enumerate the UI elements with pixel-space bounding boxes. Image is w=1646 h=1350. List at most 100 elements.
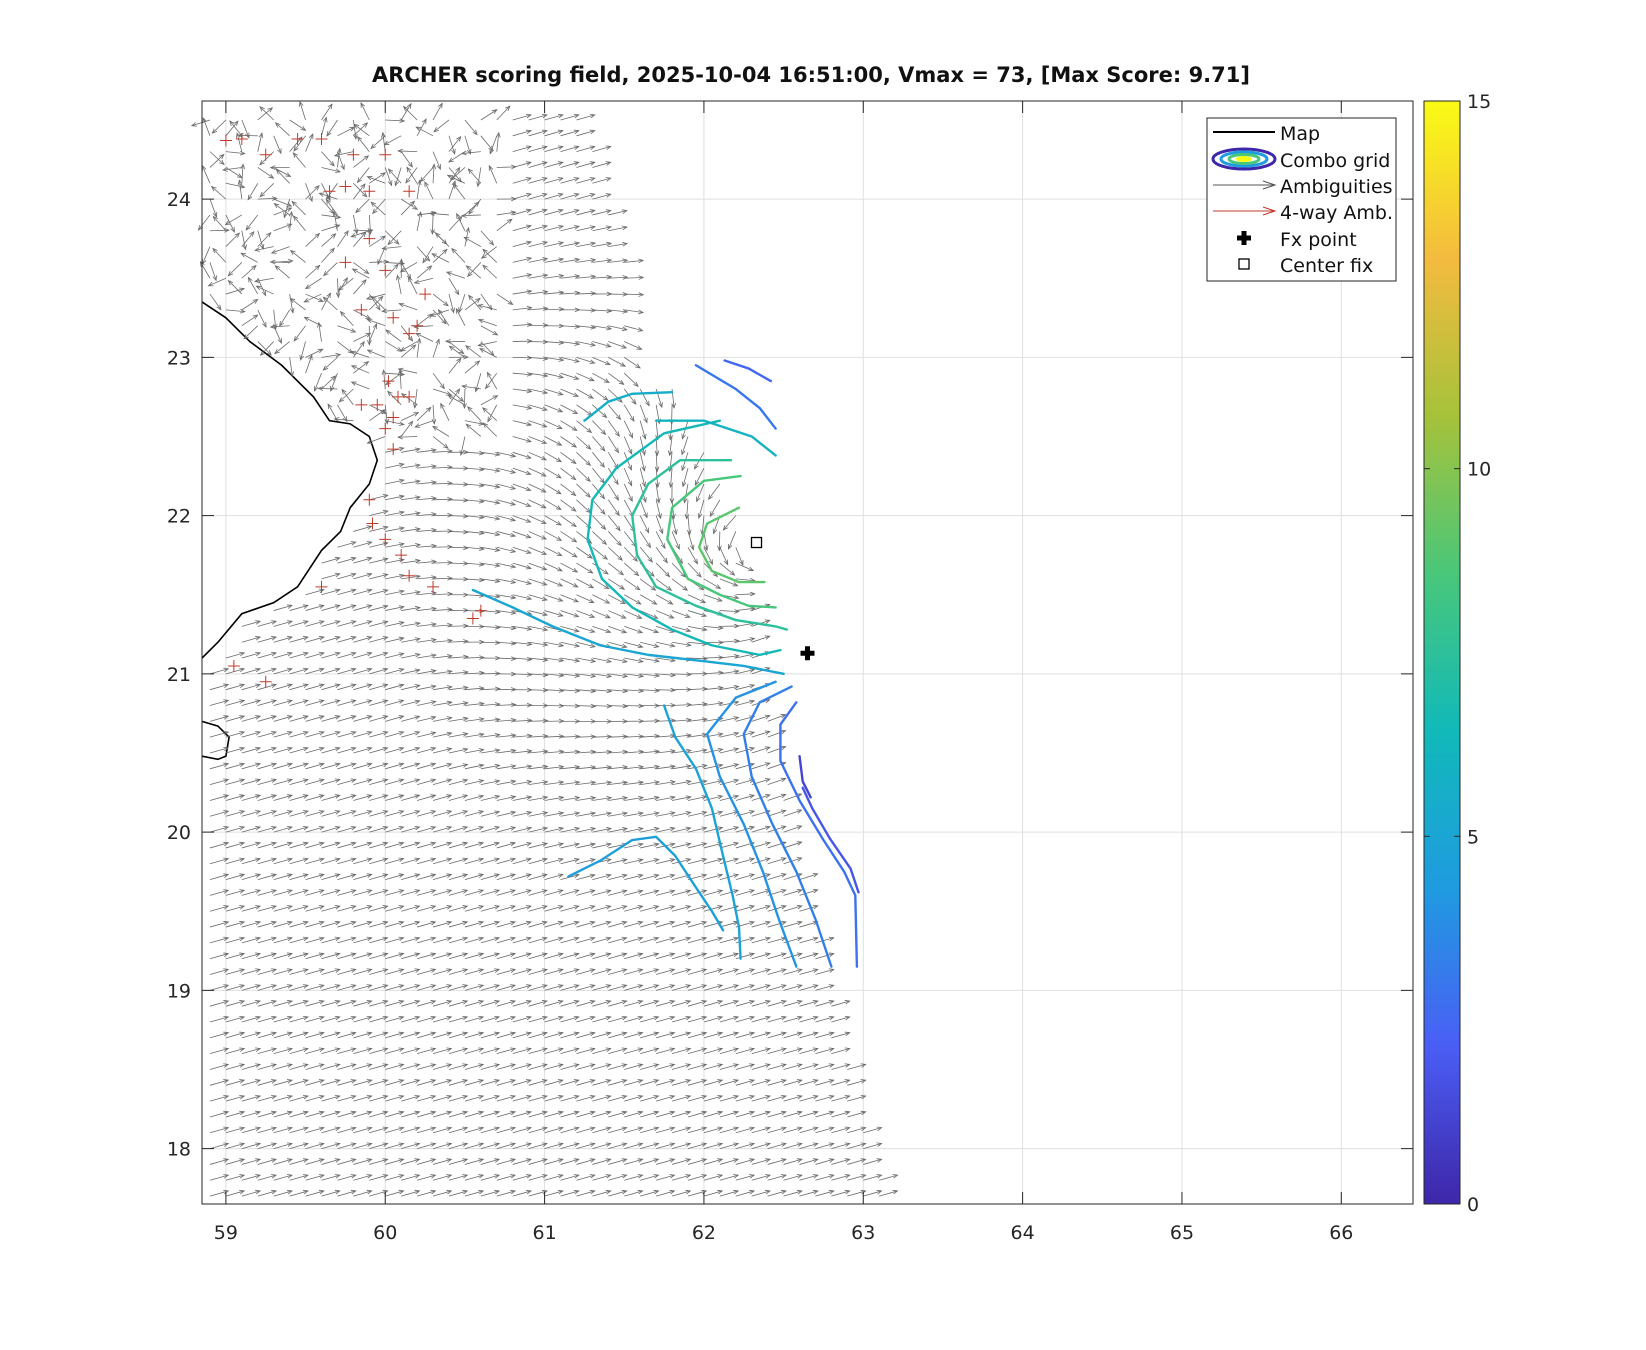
wind-vector: [719, 716, 740, 722]
wind-vector: [241, 746, 262, 754]
wind-vector: [401, 495, 421, 501]
wind-vector: [225, 873, 246, 880]
wind-vector: [655, 531, 666, 550]
wind-vector: [767, 1158, 787, 1165]
wind-vector: [783, 1189, 803, 1197]
wind-vector: [448, 529, 469, 535]
wind-vector: [767, 777, 787, 786]
wind-vector: [719, 654, 740, 659]
wind-vector: [624, 1126, 644, 1134]
wind-vector: [687, 1015, 708, 1023]
wind-vector: [305, 1031, 325, 1039]
wind-vector: [576, 1047, 596, 1055]
wind-vector: [289, 730, 309, 738]
coastline-segment: [201, 720, 230, 761]
wind-vector: [799, 1015, 819, 1023]
wind-vector: [273, 841, 293, 849]
wind-vector: [815, 1174, 835, 1181]
wind-vector: [241, 825, 262, 833]
wind-vector: [480, 499, 501, 505]
wind-vector: [417, 1015, 437, 1023]
wind-vector: [241, 1079, 262, 1086]
wind-vector: [321, 1015, 341, 1023]
wind-vector: [799, 1000, 819, 1007]
wind-vector: [783, 889, 803, 896]
wind-vector: [687, 1126, 708, 1134]
wind-vector: [401, 968, 421, 975]
wind-vector: [671, 1031, 692, 1039]
wind-vector: [464, 732, 485, 738]
wind-vector: [448, 1000, 469, 1007]
wind-vector: [576, 1142, 596, 1149]
wind-vector: [656, 905, 676, 912]
wind-vector: [273, 636, 293, 643]
wind-vector: [847, 1110, 867, 1118]
wind-vector: [432, 825, 453, 833]
wind-vector: [783, 1174, 803, 1181]
wind-vector: [639, 499, 648, 519]
wind-vector: [496, 499, 517, 506]
wind-vector: [432, 669, 453, 675]
wind-vector: [687, 920, 708, 928]
wind-vector: [576, 626, 596, 633]
wind-vector: [815, 1079, 835, 1086]
wind-vector: [719, 731, 740, 738]
wind-vector: [703, 984, 724, 991]
wind-vector: [544, 657, 565, 663]
wind-vector: [544, 1110, 564, 1118]
wind-vector: [687, 610, 708, 617]
wind-vector: [257, 1110, 278, 1118]
wind-vector: [719, 1079, 740, 1086]
wind-vector: [257, 1015, 278, 1023]
wind-vector: [799, 968, 819, 975]
wind-vector: [448, 763, 469, 770]
wind-vector: [671, 578, 689, 591]
wind-vector: [608, 780, 629, 786]
wind-vector: [257, 1047, 278, 1055]
wind-vector: [751, 1047, 772, 1055]
legend: Map Combo grid Ambiguities 4-way Amb. Fx…: [1206, 117, 1397, 282]
wind-vector: [735, 889, 756, 896]
wind-vector: [257, 620, 278, 627]
wind-vector: [751, 968, 772, 975]
wind-vector: [353, 746, 373, 754]
wind-vector: [719, 1031, 740, 1039]
wind-vector: [289, 794, 309, 801]
wind-vector: [592, 626, 612, 634]
wind-vector: [225, 746, 246, 754]
wind-vector: [353, 1015, 373, 1023]
wind-vector: [321, 1079, 341, 1086]
wind-vector: [735, 1174, 756, 1181]
wind-vector: [401, 715, 421, 722]
wind-vector: [687, 594, 707, 604]
wind-vector: [656, 1110, 676, 1118]
wind-vector: [480, 857, 501, 865]
wind-vector: [560, 1174, 580, 1181]
wind-vector: [608, 811, 629, 817]
wind-vector: [671, 968, 692, 975]
wind-vector: [656, 826, 676, 833]
wind-vector: [608, 920, 628, 928]
wind-vector: [448, 905, 469, 912]
wind-vector: [863, 1126, 883, 1134]
wind-vector: [480, 640, 501, 646]
wind-vector: [353, 636, 373, 643]
wind-vector: [799, 904, 819, 912]
y-tick-label: 23: [167, 347, 191, 369]
wind-vector: [480, 952, 501, 960]
wind-vector: [815, 1031, 835, 1039]
wind-vector: [735, 1000, 756, 1007]
wind-vector: [640, 795, 660, 801]
wind-vector: [528, 625, 549, 632]
wind-vector: [337, 1031, 357, 1039]
wind-vector: [369, 525, 389, 532]
wind-vector: [687, 968, 708, 975]
wind-vector: [369, 873, 389, 880]
wind-vector: [751, 1000, 772, 1007]
wind-vector: [592, 780, 613, 786]
wind-vector: [799, 1189, 819, 1197]
wind-vector: [289, 952, 309, 960]
wind-vector: [385, 1142, 405, 1149]
wind-vector: [671, 1142, 692, 1149]
wind-vector: [417, 857, 437, 865]
